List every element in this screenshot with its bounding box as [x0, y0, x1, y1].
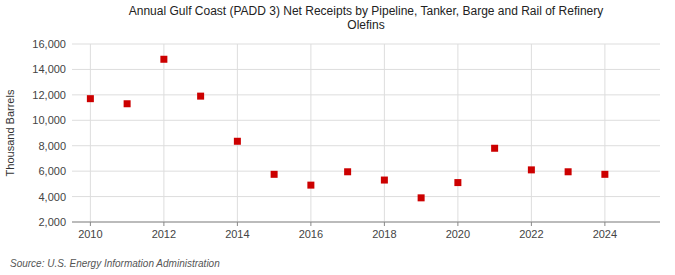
- grid-line-x: [531, 44, 532, 222]
- grid-line-y: [72, 222, 660, 223]
- x-tick: [457, 222, 458, 226]
- x-tick: [237, 222, 238, 226]
- point: [381, 177, 388, 184]
- x-axis-line: [72, 222, 660, 223]
- y-tick-label: 14,000: [32, 63, 66, 75]
- point: [344, 168, 351, 175]
- y-tick-label: 2,000: [38, 216, 66, 228]
- grid-line-y: [72, 69, 660, 70]
- grid-line-y: [72, 44, 660, 45]
- y-tick-label: 8,000: [38, 140, 66, 152]
- point: [234, 138, 241, 145]
- source-note: Source: U.S. Energy Information Administ…: [10, 258, 220, 269]
- x-tick: [90, 222, 91, 226]
- chart: Annual Gulf Coast (PADD 3) Net Receipts …: [0, 0, 675, 275]
- point: [307, 182, 314, 189]
- point: [601, 171, 608, 178]
- x-tick-label: 2010: [78, 228, 102, 240]
- x-tick-label: 2020: [446, 228, 470, 240]
- grid-line-y: [72, 94, 660, 95]
- x-tick: [163, 222, 164, 226]
- x-tick-label: 2014: [225, 228, 249, 240]
- grid-line-x: [90, 44, 91, 222]
- grid: [72, 44, 660, 222]
- x-tick: [531, 222, 532, 226]
- point: [418, 194, 425, 201]
- y-tick-label: 16,000: [32, 38, 66, 50]
- point: [565, 168, 572, 175]
- grid-line-x: [384, 44, 385, 222]
- x-tick-label: 2016: [299, 228, 323, 240]
- x-tick-label: 2018: [372, 228, 396, 240]
- title-line: Olefins: [347, 18, 384, 32]
- x-tick: [604, 222, 605, 226]
- title-line: Annual Gulf Coast (PADD 3) Net Receipts …: [129, 4, 603, 18]
- title: Annual Gulf Coast (PADD 3) Net Receipts …: [129, 4, 603, 32]
- grid-line-x: [310, 44, 311, 222]
- point: [197, 93, 204, 100]
- y-tick-label: 6,000: [38, 165, 66, 177]
- grid-line-x: [237, 44, 238, 222]
- x-tick-label: 2012: [152, 228, 176, 240]
- x-tick: [310, 222, 311, 226]
- grid-line-x: [457, 44, 458, 222]
- point: [87, 95, 94, 102]
- grid-line-y: [72, 196, 660, 197]
- point: [528, 166, 535, 173]
- point: [124, 100, 131, 107]
- y-tick-label: 4,000: [38, 191, 66, 203]
- grid-line-x: [163, 44, 164, 222]
- y-axis-label: Thousand Barrels: [4, 89, 16, 176]
- x-tick-label: 2024: [593, 228, 617, 240]
- y-tick-label: 12,000: [32, 89, 66, 101]
- point: [271, 171, 278, 178]
- point: [160, 56, 167, 63]
- point: [491, 145, 498, 152]
- points: [87, 56, 609, 202]
- grid-line-y: [72, 120, 660, 121]
- grid-line-y: [72, 171, 660, 172]
- x-tick-label: 2022: [519, 228, 543, 240]
- grid-line-x: [604, 44, 605, 222]
- x-tick: [384, 222, 385, 226]
- grid-line-y: [72, 145, 660, 146]
- y-tick-label: 10,000: [32, 114, 66, 126]
- axes: 2,000 4,000 6,000 8,000 10,000 12,000 14,000 16…: [32, 38, 660, 240]
- point: [454, 179, 461, 186]
